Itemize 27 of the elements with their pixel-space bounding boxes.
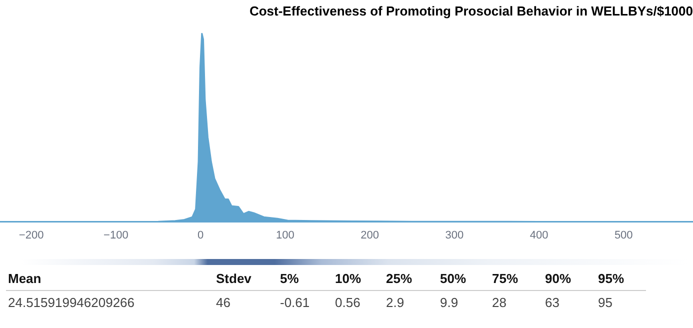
chart-title: Cost-Effectiveness of Promoting Prosocial Behavior in WELLBYs/$1000 [249, 3, 693, 18]
x-tick-label: −200 [18, 229, 44, 242]
data-label: 24.515919946209266 [8, 295, 135, 310]
category-label: Mean [8, 271, 42, 286]
category-label: 75% [492, 271, 518, 286]
category-label: 5% [280, 271, 299, 286]
x-tick-label: 500 [614, 229, 633, 242]
data-label: 46 [216, 295, 230, 310]
data-label: 9.9 [440, 295, 458, 310]
category-label: 10% [335, 271, 362, 286]
data-label: 95 [598, 295, 612, 310]
category-label: 25% [386, 271, 412, 286]
data-label: -0.61 [280, 295, 310, 310]
category-label: 95% [598, 271, 624, 286]
data-label: 28 [492, 295, 506, 310]
data-label: 0.56 [335, 295, 360, 310]
x-tick-label: 200 [360, 229, 379, 242]
data-label: 63 [545, 295, 560, 310]
category-label: 90% [545, 271, 572, 286]
category-label: Stdev [216, 271, 252, 286]
x-tick-label: 300 [445, 229, 464, 242]
x-tick-label: 100 [276, 229, 294, 242]
x-tick-label: 400 [530, 229, 548, 242]
data-label: 2.9 [386, 295, 404, 310]
category-label: 50% [440, 271, 466, 286]
x-tick-label: 0 [197, 229, 204, 242]
x-tick-label: −100 [104, 229, 128, 242]
